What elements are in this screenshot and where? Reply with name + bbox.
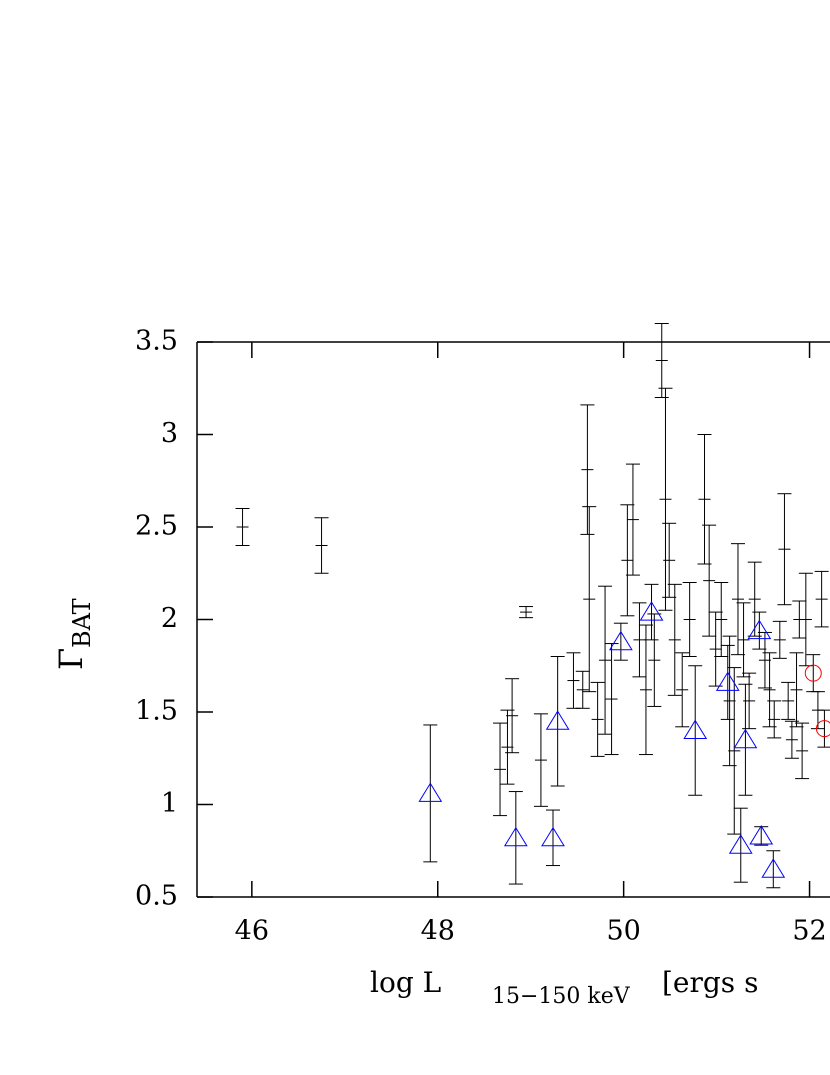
- x-tick-label: 50: [606, 916, 640, 947]
- x-axis-label-tail: [ergs s: [662, 966, 758, 999]
- y-tick-label: 3: [161, 418, 178, 449]
- data-point: [545, 710, 570, 730]
- x-tick-label: 46: [235, 916, 269, 947]
- y-tick-label: 3.5: [135, 326, 178, 357]
- y-axis-label-sub: BAT: [68, 598, 96, 648]
- x-axis-label-sub: 15−150 keV: [492, 984, 631, 1009]
- data-point: [747, 619, 772, 640]
- data-point: [418, 782, 443, 802]
- y-tick-label: 2: [161, 603, 178, 634]
- data-point: [541, 826, 565, 847]
- data-point: [503, 826, 528, 847]
- y-tick-label: 2.5: [135, 511, 178, 542]
- data-point: [815, 720, 830, 738]
- data-point: [749, 824, 774, 845]
- data-point: [761, 858, 786, 878]
- data-point: [715, 671, 740, 691]
- y-axis-label-group: Γ BAT: [52, 598, 96, 670]
- x-tick-label: 52: [792, 916, 826, 947]
- y-tick-label: 1: [161, 788, 178, 819]
- data-point: [683, 719, 708, 739]
- data-point: [728, 834, 753, 854]
- data-point: [639, 601, 664, 621]
- data-point: [733, 728, 758, 749]
- x-axis-label: log L: [370, 966, 441, 999]
- y-tick-label: 1.5: [135, 696, 178, 727]
- y-tick-label: 0.5: [135, 881, 178, 912]
- data-point: [804, 664, 822, 682]
- data-point: [608, 630, 633, 651]
- x-tick-label: 48: [421, 916, 455, 947]
- y-axis-label: Γ: [52, 648, 90, 670]
